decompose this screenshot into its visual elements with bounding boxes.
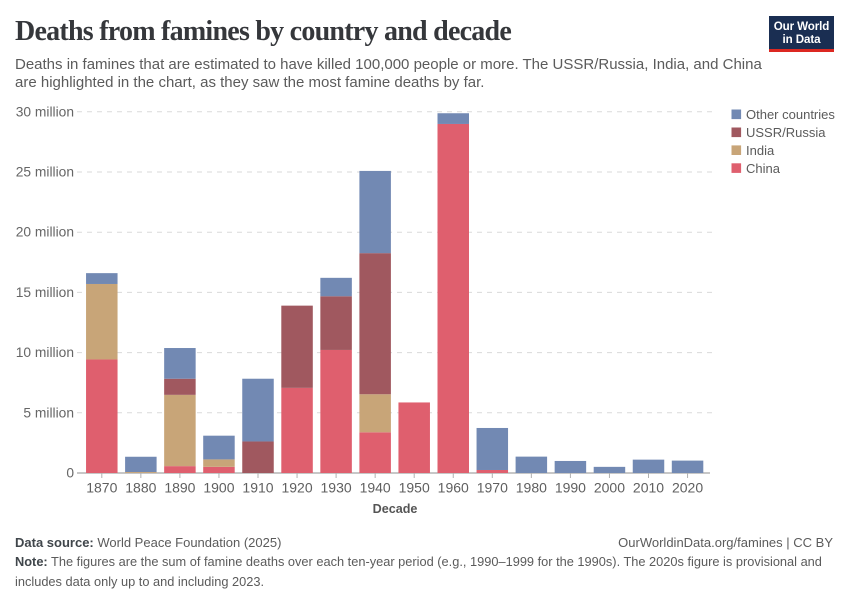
svg-text:2020: 2020 xyxy=(672,480,703,496)
svg-text:1990: 1990 xyxy=(555,480,586,496)
svg-text:1910: 1910 xyxy=(242,480,273,496)
svg-text:5 million: 5 million xyxy=(23,405,74,420)
svg-text:1920: 1920 xyxy=(281,480,312,496)
svg-text:Other countries: Other countries xyxy=(746,107,835,122)
svg-text:India: India xyxy=(746,143,775,158)
svg-text:20 million: 20 million xyxy=(16,225,74,240)
svg-text:0: 0 xyxy=(66,466,74,481)
svg-text:25 million: 25 million xyxy=(16,165,74,180)
svg-text:Decade: Decade xyxy=(373,502,418,516)
svg-text:30 million: 30 million xyxy=(16,104,74,119)
svg-text:1950: 1950 xyxy=(399,480,430,496)
svg-text:China: China xyxy=(746,161,781,176)
svg-text:15 million: 15 million xyxy=(16,285,74,300)
svg-text:2000: 2000 xyxy=(594,480,625,496)
svg-text:1870: 1870 xyxy=(86,480,117,496)
svg-text:1890: 1890 xyxy=(164,480,195,496)
svg-text:2010: 2010 xyxy=(633,480,664,496)
svg-text:1880: 1880 xyxy=(125,480,156,496)
svg-text:1970: 1970 xyxy=(477,480,508,496)
svg-text:1980: 1980 xyxy=(516,480,547,496)
svg-text:1930: 1930 xyxy=(321,480,352,496)
svg-text:USSR/Russia: USSR/Russia xyxy=(746,125,826,140)
svg-text:1940: 1940 xyxy=(360,480,391,496)
svg-text:1960: 1960 xyxy=(438,480,469,496)
svg-text:10 million: 10 million xyxy=(16,345,74,360)
svg-text:1900: 1900 xyxy=(203,480,234,496)
